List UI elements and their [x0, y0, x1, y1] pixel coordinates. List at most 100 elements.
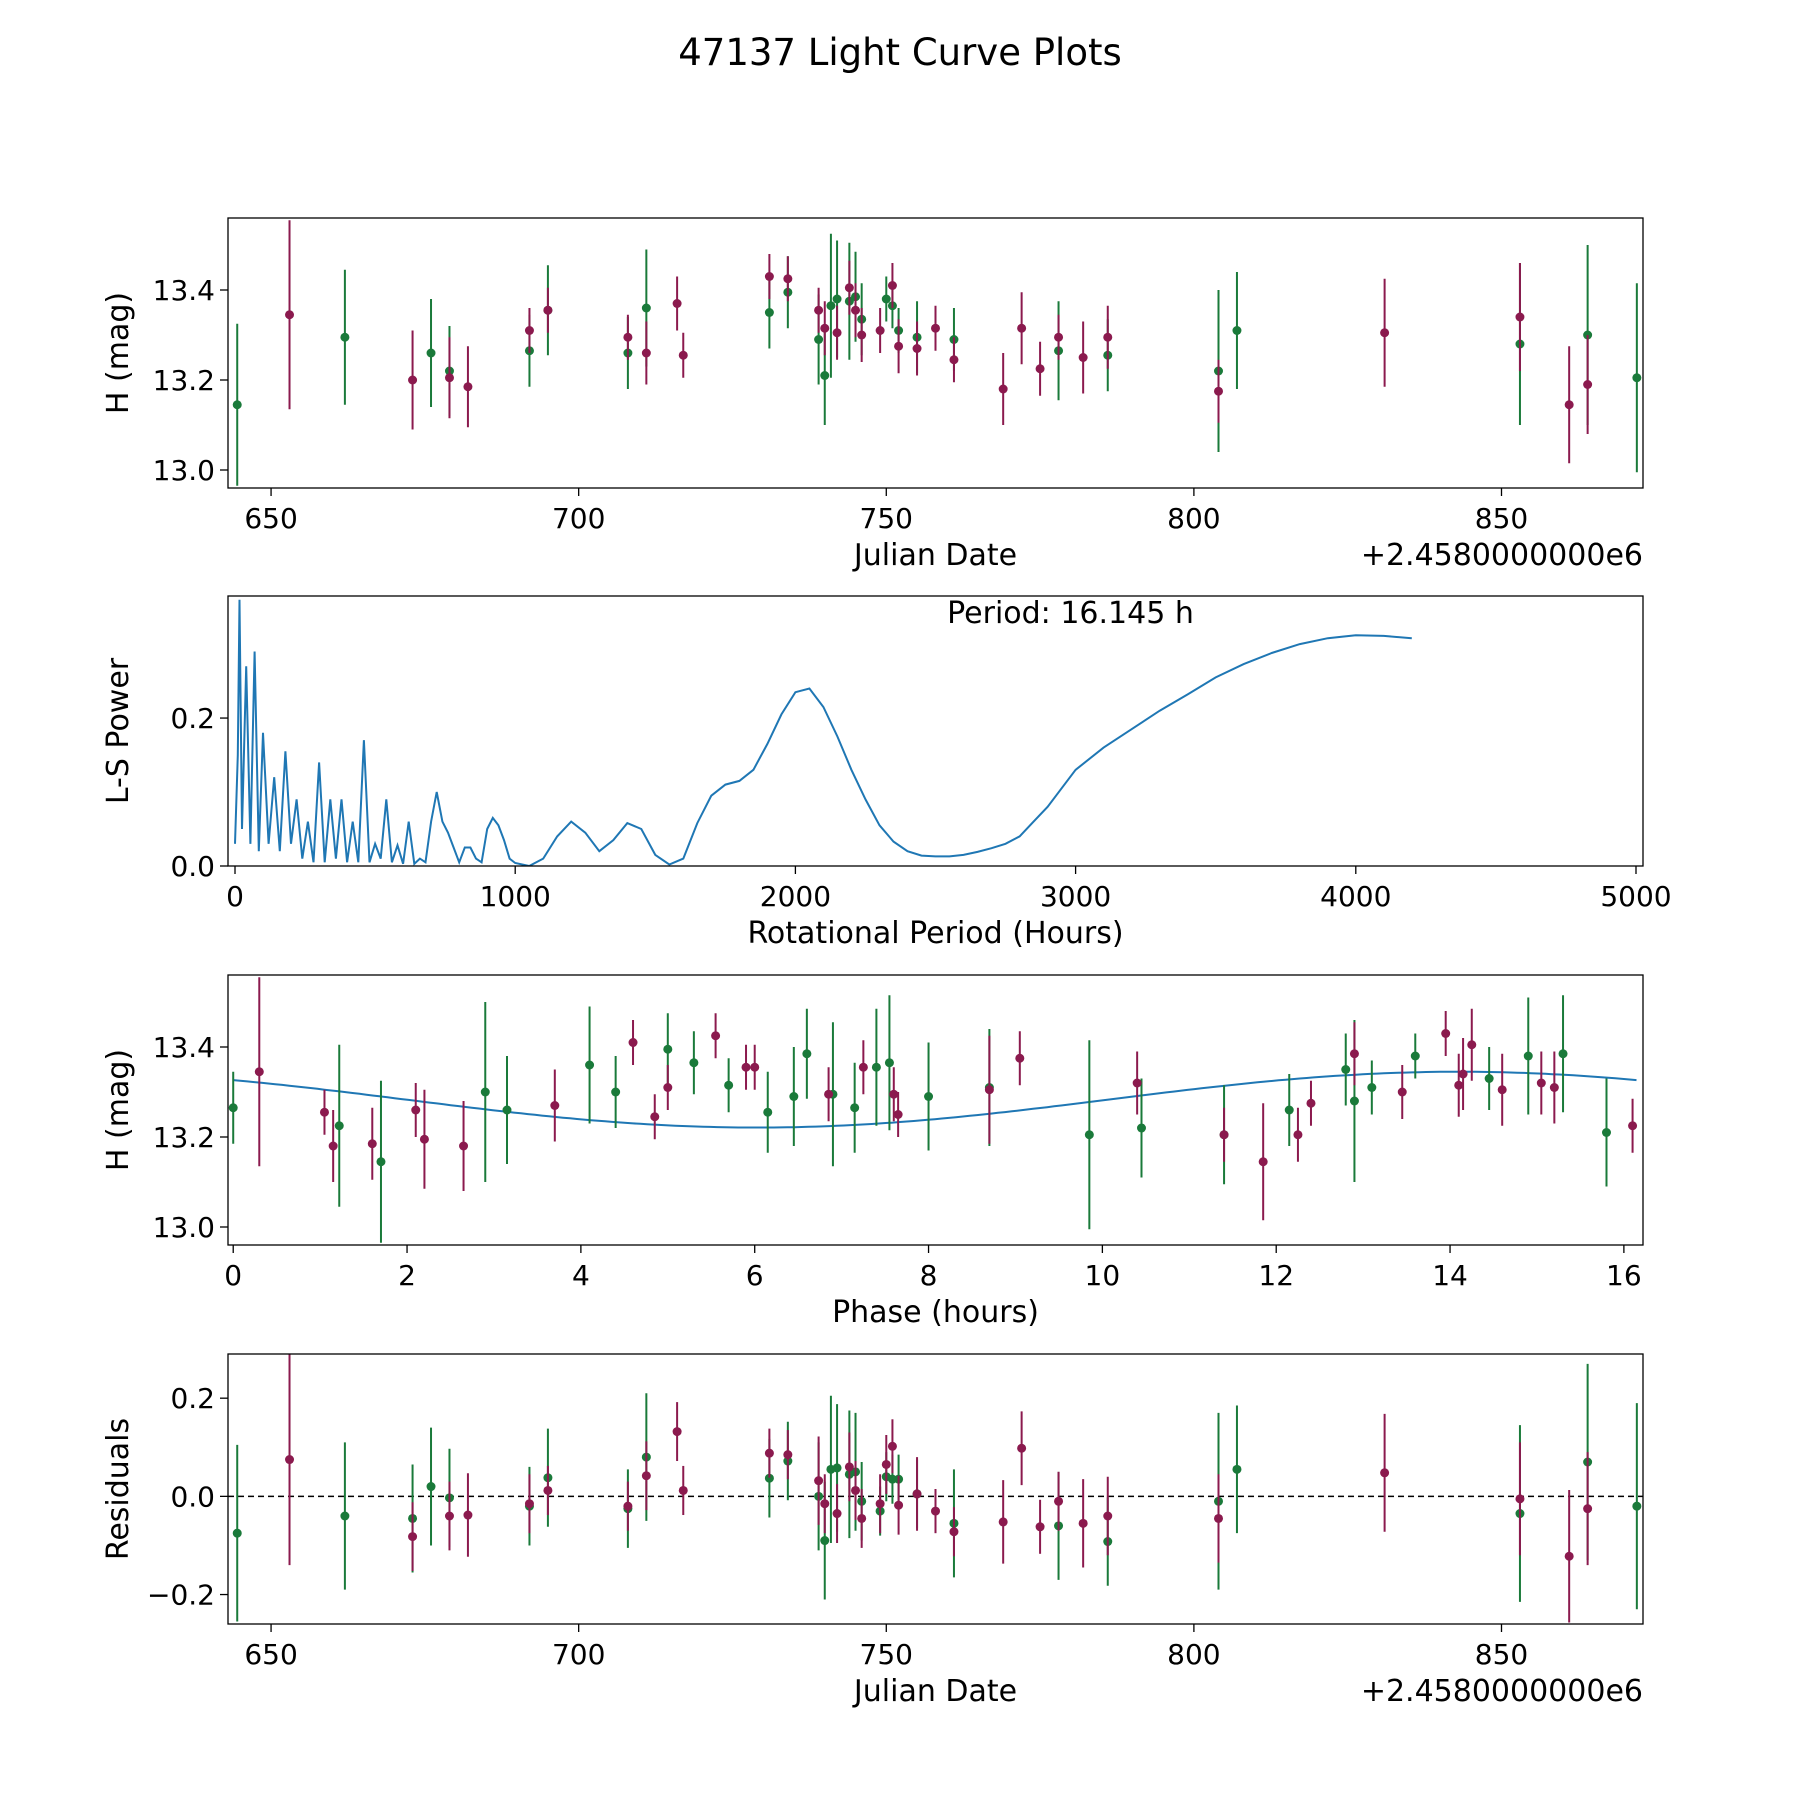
y-tick-label: 13.0 [153, 454, 215, 487]
data-point-purple [783, 274, 793, 284]
data-point-purple [851, 1485, 861, 1495]
data-point-green [1367, 1083, 1377, 1092]
data-point-purple [1035, 1522, 1045, 1532]
x-tick-label: 700 [552, 502, 605, 535]
x-offset-label: +2.4580000000e6 [1361, 1674, 1643, 1709]
data-point-purple [1017, 323, 1027, 333]
data-point-purple [285, 310, 295, 320]
data-point-purple [1549, 1083, 1559, 1092]
y-tick-label: 13.4 [153, 1031, 215, 1064]
data-point-purple [1132, 1078, 1142, 1088]
data-point-purple [857, 1513, 867, 1523]
x-tick-label: 2 [398, 1259, 416, 1292]
data-point-purple [1293, 1130, 1303, 1140]
data-point-purple [319, 1107, 329, 1117]
x-tick-label: 12 [1258, 1259, 1294, 1292]
axes-frame [227, 595, 1644, 867]
data-point-purple [1078, 353, 1088, 362]
data-point-purple [949, 1527, 959, 1537]
data-point-purple [463, 382, 473, 392]
x-tick-label: 2000 [760, 880, 831, 913]
data-point-green [832, 1463, 842, 1473]
data-point-green [1084, 1130, 1094, 1140]
data-point-green [641, 303, 651, 313]
data-point-purple [858, 1062, 868, 1072]
data-point-green [1523, 1051, 1533, 1061]
data-point-purple [1583, 380, 1593, 389]
data-point-purple [623, 332, 633, 342]
data-point-green [1136, 1123, 1146, 1133]
panel-phased-curve: 0 2 4 6 8 10 12 14 16 13.0 13.2 13.4 Phase (hours) H … [101, 974, 1644, 1330]
plot-area [234, 599, 1412, 866]
data-point-green [1284, 1105, 1294, 1115]
x-tick-label: 4000 [1320, 880, 1391, 913]
y-axis-label: Residuals [101, 1418, 136, 1560]
data-point-purple [844, 283, 854, 293]
data-point-purple [889, 1089, 899, 1099]
data-point-purple [764, 1448, 774, 1458]
fit-curve [233, 1070, 1637, 1129]
data-point-purple [678, 350, 688, 360]
data-point-green [826, 301, 836, 311]
axes-frame [227, 1353, 1644, 1625]
x-tick-label: 0 [224, 1259, 242, 1292]
y-tick-label: 13.4 [153, 274, 215, 307]
y-tick-label: 13.2 [153, 364, 215, 397]
y-axis-label: L-S Power [101, 657, 136, 804]
plot-area [232, 220, 1642, 486]
y-axis-label: H (mag) [101, 292, 136, 414]
data-point-green [502, 1105, 512, 1115]
data-point-purple [893, 1110, 903, 1119]
data-point-green [724, 1080, 734, 1090]
data-point-purple [459, 1141, 469, 1151]
data-point-purple [650, 1112, 660, 1122]
data-point-purple [641, 348, 651, 358]
y-tick-label: 13.0 [153, 1211, 215, 1244]
x-tick-label: 8 [920, 1259, 938, 1292]
data-point-purple [875, 1499, 885, 1509]
y-axis-label: H (mag) [101, 1049, 136, 1171]
data-point-green [884, 1058, 894, 1068]
x-tick-label: 0 [226, 880, 244, 913]
data-point-green [789, 1092, 799, 1101]
period-annotation: Period: 16.145 h [947, 596, 1194, 631]
data-point-purple [411, 1105, 421, 1115]
x-tick-label: 850 [1475, 1638, 1528, 1671]
axes-frame [227, 974, 1644, 1246]
data-point-green [426, 348, 436, 358]
data-point-green [1558, 1049, 1568, 1059]
data-point-green [832, 294, 842, 304]
x-axis-label: Julian Date [852, 1674, 1017, 1709]
data-point-purple [1515, 1494, 1525, 1504]
data-point-purple [678, 1485, 688, 1495]
y-tick-label: 0.0 [170, 850, 215, 883]
data-point-purple [463, 1510, 473, 1520]
data-point-purple [1564, 1551, 1574, 1561]
x-tick-label: 14 [1432, 1259, 1468, 1292]
data-point-purple [641, 1471, 651, 1481]
data-point-purple [623, 1501, 633, 1511]
data-point-purple [814, 1476, 824, 1486]
data-point-green [426, 1482, 436, 1492]
x-tick-label: 800 [1167, 502, 1220, 535]
data-point-purple [524, 1499, 534, 1509]
data-point-green [763, 1107, 773, 1117]
data-point-purple [949, 355, 959, 365]
y-tick-label: 0.2 [170, 1382, 215, 1415]
data-point-green [814, 335, 824, 344]
data-point-purple [1214, 1513, 1223, 1523]
data-point-purple [1258, 1157, 1268, 1167]
data-point-purple [1515, 312, 1525, 322]
data-point-green [1232, 326, 1242, 335]
data-point-purple [1380, 1468, 1390, 1478]
plot-area [228, 1354, 1643, 1623]
data-point-purple [832, 328, 842, 338]
x-offset-label: +2.4580000000e6 [1361, 538, 1643, 573]
panel-light-curve: 650 700 750 800 850 13.0 13.2 13.4 Julian Date H … [101, 217, 1644, 573]
data-point-purple [894, 341, 904, 351]
x-tick-label: 3000 [1040, 880, 1111, 913]
data-point-green [232, 1528, 242, 1538]
data-point-purple [894, 1500, 904, 1510]
data-point-green [924, 1092, 934, 1101]
data-point-purple [543, 1485, 553, 1495]
